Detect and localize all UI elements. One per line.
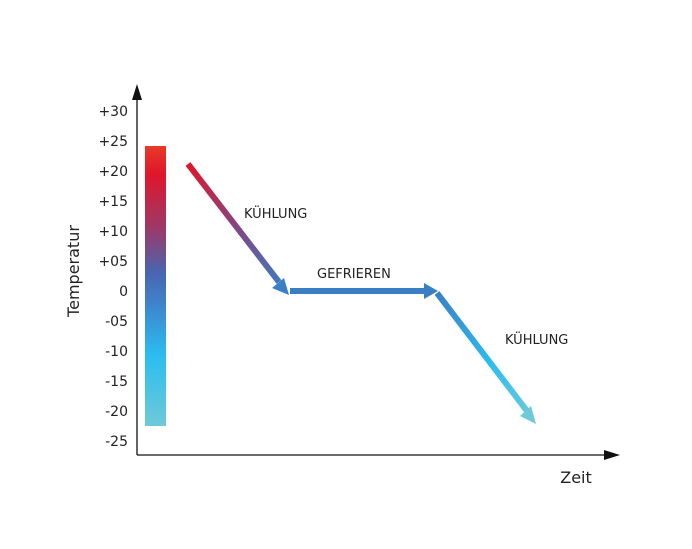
cooling-arrow-1 [185, 162, 289, 295]
phase-label-freezing: GEFRIEREN [317, 267, 391, 282]
freezing-arrow [290, 283, 438, 299]
y-tick-label: +25 [98, 134, 128, 150]
x-axis-arrowhead [604, 450, 620, 460]
temperature-color-bar [145, 146, 166, 426]
cooling-arrow-2 [434, 291, 536, 424]
x-axis-label: Zeit [560, 468, 592, 487]
y-axis-arrowhead [132, 84, 142, 100]
y-tick-label: -10 [105, 344, 128, 360]
y-tick-label: +05 [98, 254, 128, 270]
phase-label-cooling-2: KÜHLUNG [505, 331, 568, 348]
y-tick-label: +30 [98, 104, 128, 120]
phase-label-cooling-1: KÜHLUNG [244, 205, 307, 222]
y-tick-label: -05 [105, 314, 128, 330]
y-tick-label: +15 [98, 194, 128, 210]
y-tick-label: -25 [105, 434, 128, 450]
y-tick-label: +10 [98, 224, 128, 240]
y-tick-label: 0 [119, 284, 128, 300]
y-axis-label: Temperatur [64, 225, 83, 318]
y-tick-labels: +30 +25 +20 +15 +10 +05 0 -05 -10 -15 -2… [98, 104, 128, 450]
y-tick-label: +20 [98, 164, 128, 180]
y-tick-label: -15 [105, 374, 128, 390]
y-tick-label: -20 [105, 404, 128, 420]
